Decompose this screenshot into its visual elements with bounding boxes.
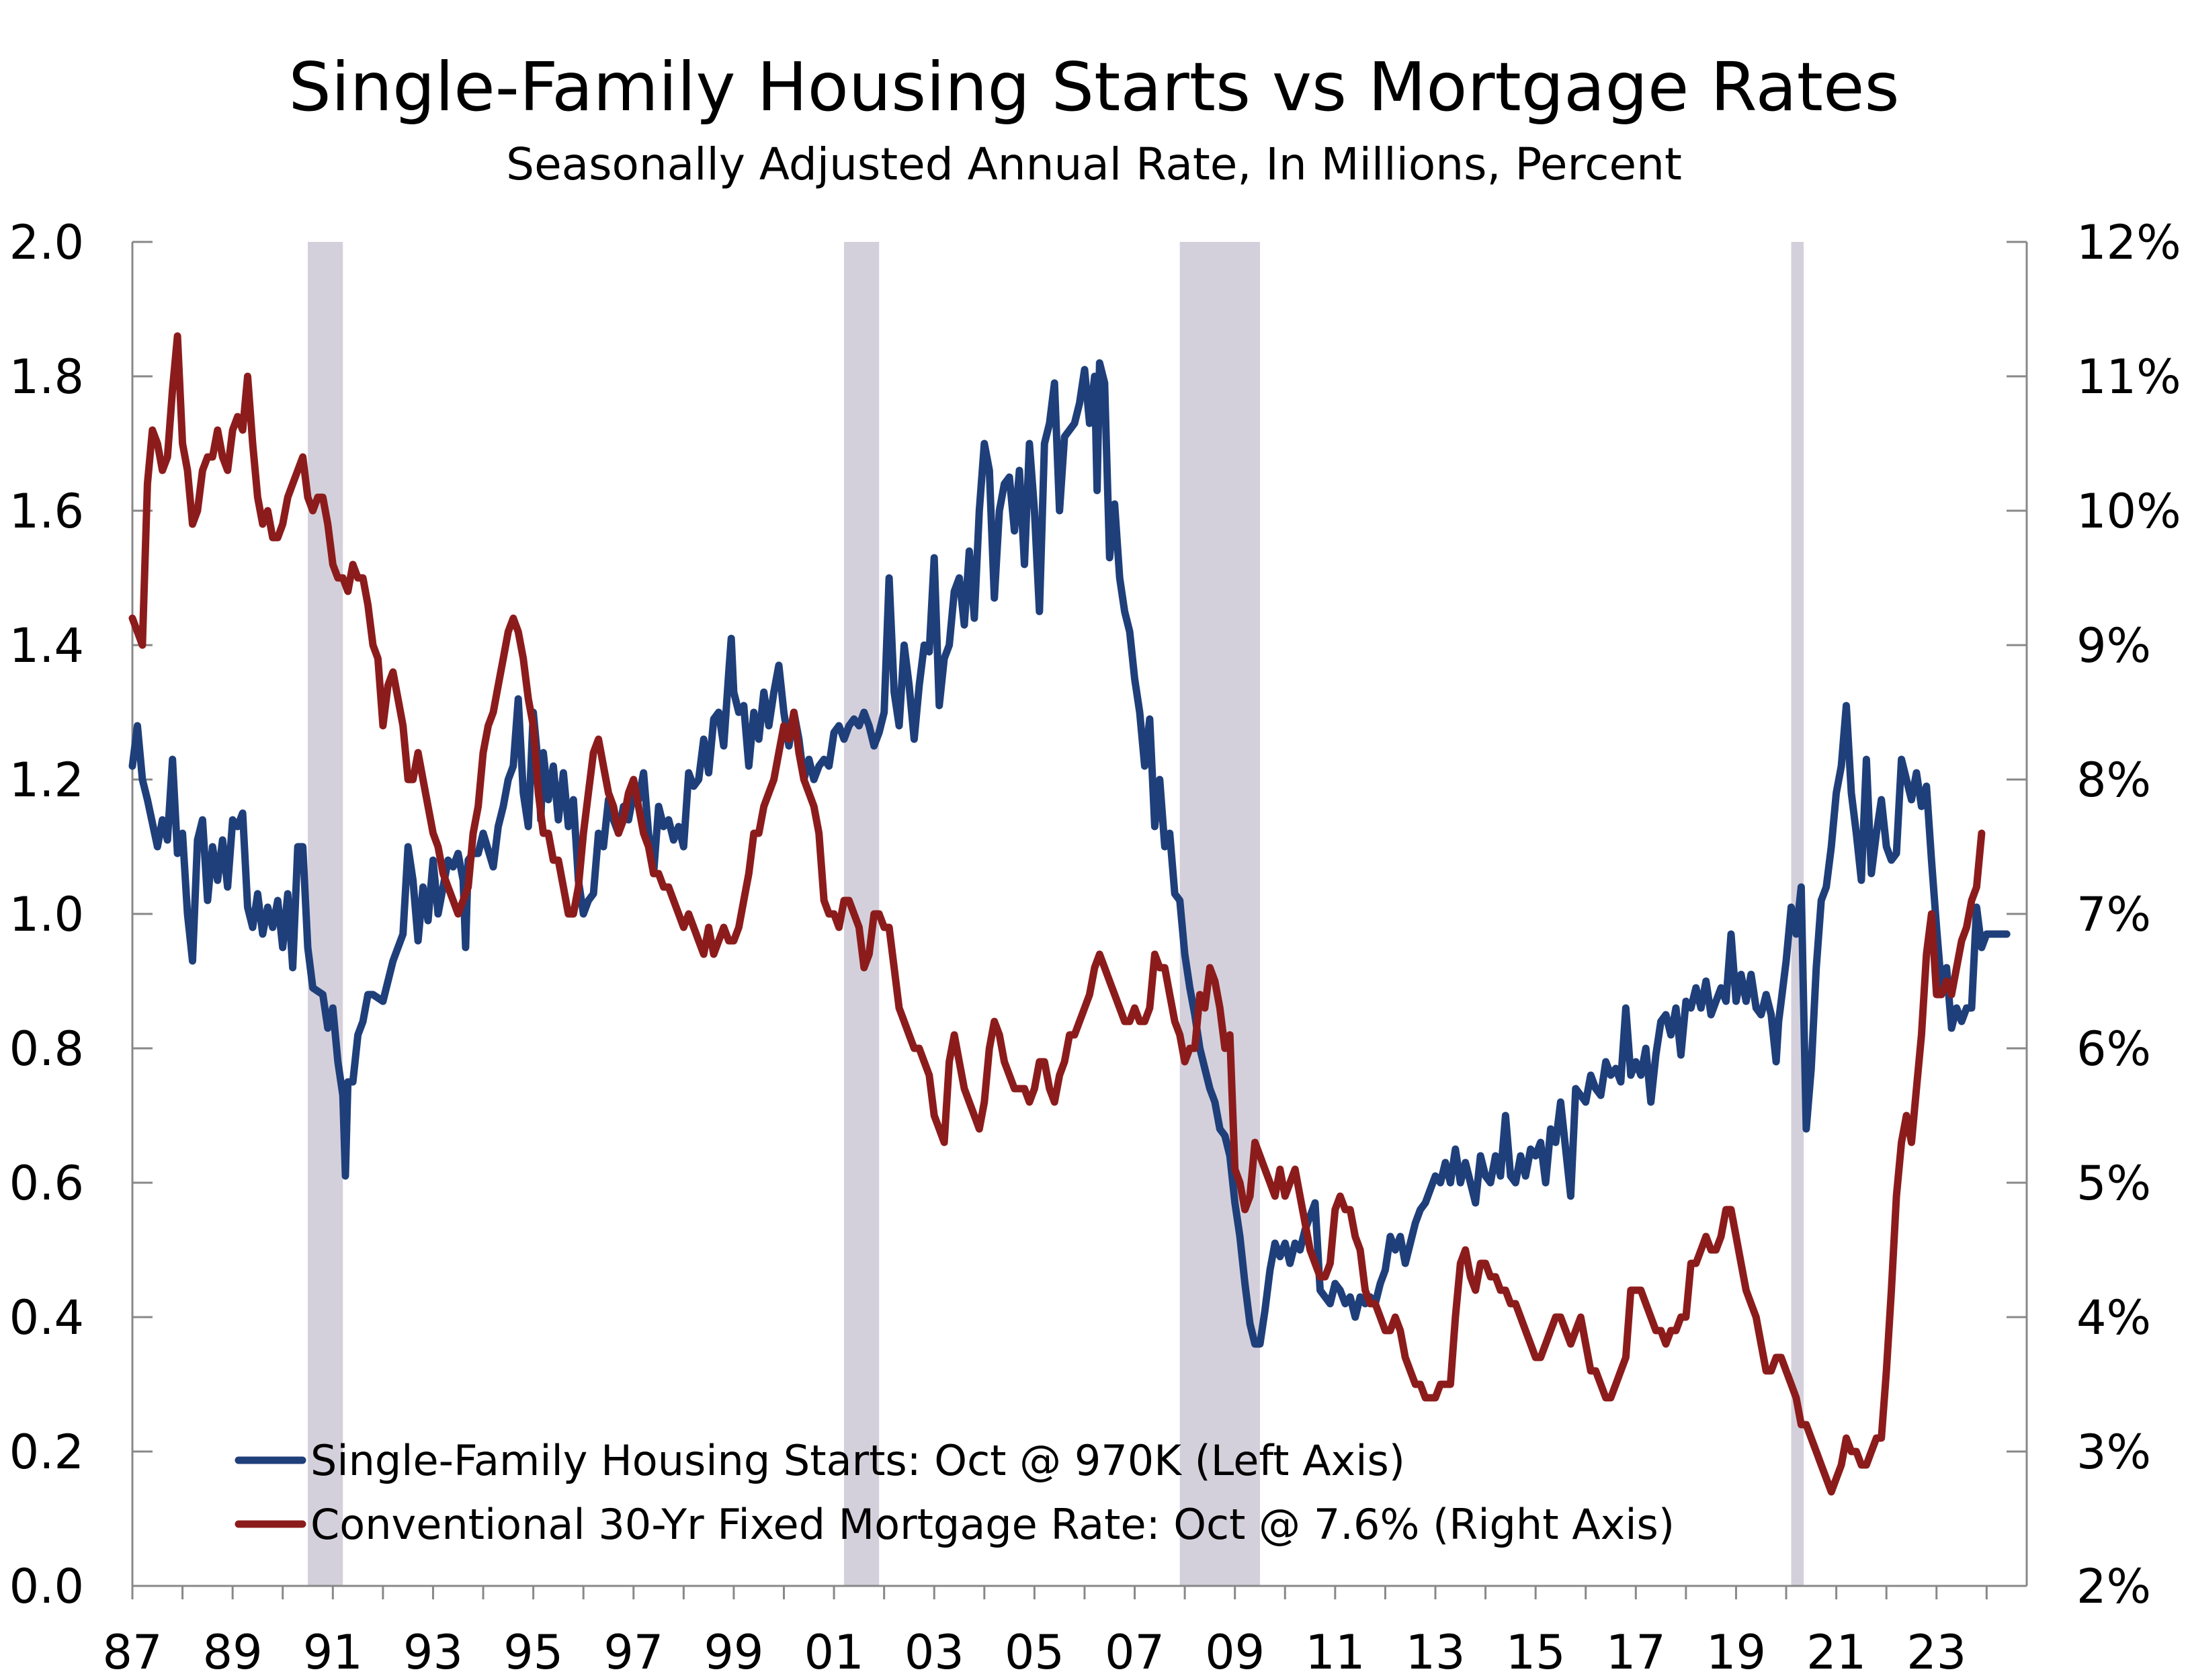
left-y-tick-label-3: 0.6 [9, 1156, 84, 1211]
x-tick-label-97: 97 [603, 1625, 663, 1680]
recession-band-2 [1179, 242, 1260, 1586]
mortgage-rate-line [128, 332, 1986, 1496]
x-tick-label-05: 05 [1005, 1625, 1064, 1680]
right-y-tick-label-4: 6% [2076, 1021, 2151, 1077]
x-tick-label-07: 07 [1105, 1625, 1165, 1680]
chart-subtitle: Seasonally Adjusted Annual Rate, In Mill… [506, 138, 1682, 190]
recession-band-0 [308, 242, 343, 1586]
x-tick-label-15: 15 [1506, 1625, 1566, 1680]
x-tick-label-21: 21 [1806, 1625, 1866, 1680]
left-y-tick-label-8: 1.6 [9, 484, 84, 539]
left-y-tick-label-2: 0.4 [9, 1290, 84, 1345]
right-y-tick-label-0: 2% [2076, 1559, 2151, 1614]
x-tick-label-03: 03 [904, 1625, 964, 1680]
right-y-tick-label-8: 10% [2076, 484, 2181, 539]
left-y-tick-label-0: 0.0 [9, 1559, 84, 1614]
x-tick-label-13: 13 [1405, 1625, 1465, 1680]
x-tick-label-23: 23 [1906, 1625, 1966, 1680]
left-y-tick-label-1: 0.2 [9, 1425, 84, 1480]
left-y-tick-label-9: 1.8 [9, 349, 84, 405]
axes-group: 0.0 0.2 0.4 0.6 0.8 1.0 1.2 1.4 1.6 1.8 2.0 2% 3% 4% 5… [9, 215, 2181, 1680]
right-y-tick-label-10: 12% [2076, 215, 2181, 270]
chart-title: Single-Family Housing Starts vs Mortgage… [288, 48, 1900, 126]
legend-label-mortgage-rate-line: Conventional 30-Yr Fixed Mortgage Rate: … [310, 1500, 1675, 1549]
x-tick-label-01: 01 [804, 1625, 864, 1680]
left-y-tick-label-10: 2.0 [9, 215, 84, 270]
housing-starts-line [128, 359, 2011, 1348]
series-group [128, 332, 2011, 1496]
left-y-tick-label-6: 1.2 [9, 753, 84, 808]
legend: Single-Family Housing Starts: Oct @ 970K… [235, 1436, 1675, 1549]
left-y-tick-label-4: 0.8 [9, 1021, 84, 1077]
x-tick-label-09: 09 [1205, 1625, 1265, 1680]
right-y-tick-label-7: 9% [2076, 618, 2151, 673]
right-y-tick-label-2: 4% [2076, 1290, 2151, 1345]
right-y-tick-label-1: 3% [2076, 1425, 2151, 1480]
legend-label-housing-starts-line: Single-Family Housing Starts: Oct @ 970K… [310, 1436, 1405, 1485]
x-tick-label-93: 93 [403, 1625, 463, 1680]
x-tick-label-11: 11 [1305, 1625, 1365, 1680]
x-tick-label-17: 17 [1606, 1625, 1666, 1680]
right-y-tick-label-3: 5% [2076, 1156, 2151, 1211]
right-y-tick-label-5: 7% [2076, 887, 2151, 942]
right-y-tick-label-9: 11% [2076, 349, 2181, 405]
x-tick-label-19: 19 [1706, 1625, 1766, 1680]
x-tick-label-95: 95 [503, 1625, 563, 1680]
x-tick-label-87: 87 [102, 1625, 162, 1680]
recession-shading-group [308, 242, 1804, 1586]
x-tick-label-89: 89 [203, 1625, 263, 1680]
left-y-tick-label-7: 1.4 [9, 618, 84, 673]
right-y-tick-label-6: 8% [2076, 753, 2151, 808]
left-y-tick-label-5: 1.0 [9, 887, 84, 942]
x-tick-label-99: 99 [704, 1625, 763, 1680]
x-tick-label-91: 91 [303, 1625, 363, 1680]
